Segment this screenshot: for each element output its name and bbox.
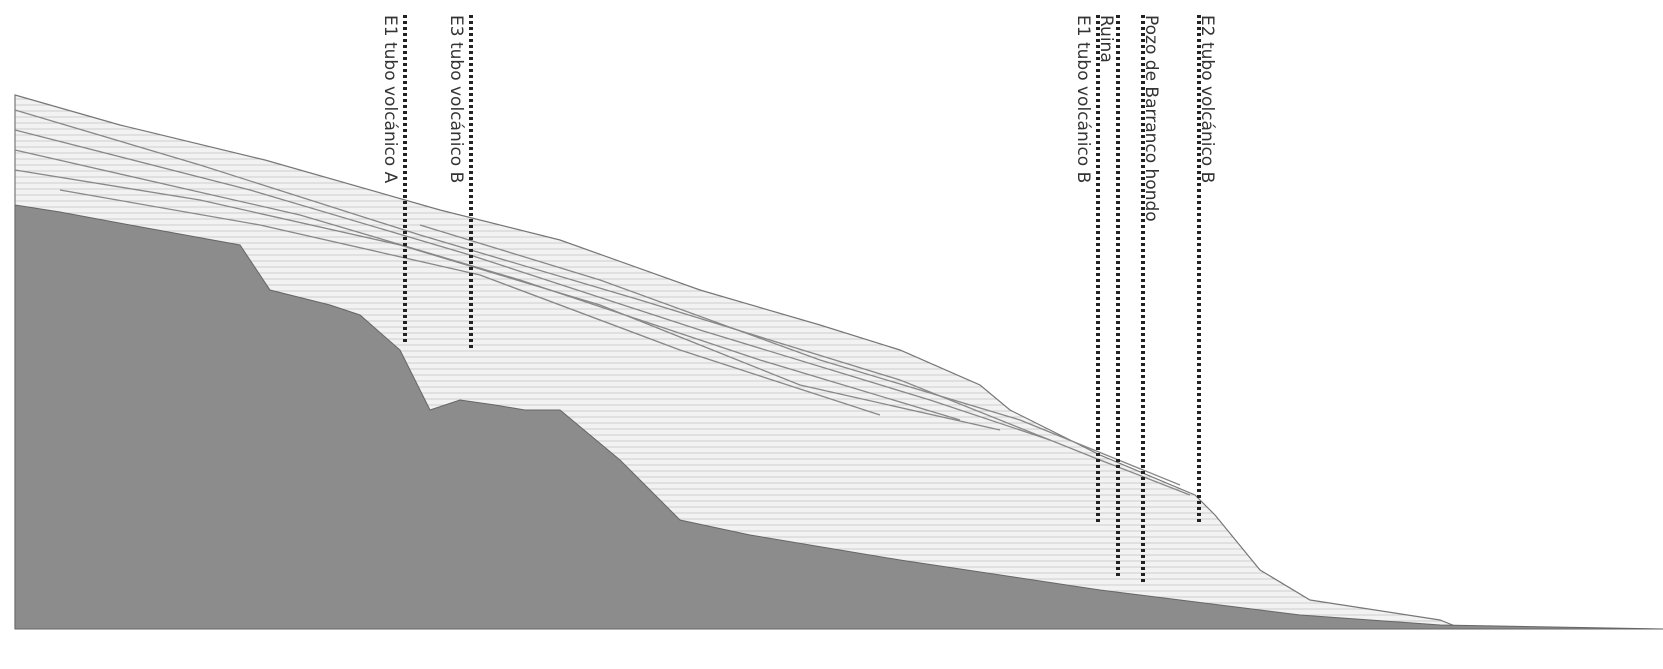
marker-label: E1 tubo volcánico A bbox=[380, 15, 400, 184]
cross-section: E1 tubo volcánico A E3 tubo volcánico B … bbox=[0, 0, 1663, 669]
marker-label: E3 tubo volcánico B bbox=[446, 15, 466, 183]
marker-label: E1 tubo volcánico B bbox=[1073, 15, 1093, 183]
marker-label: Pozo de Barranco hondo bbox=[1141, 15, 1161, 222]
marker-label: Ruina bbox=[1096, 15, 1116, 63]
marker-label: E2 tubo volcánico B bbox=[1197, 15, 1217, 183]
